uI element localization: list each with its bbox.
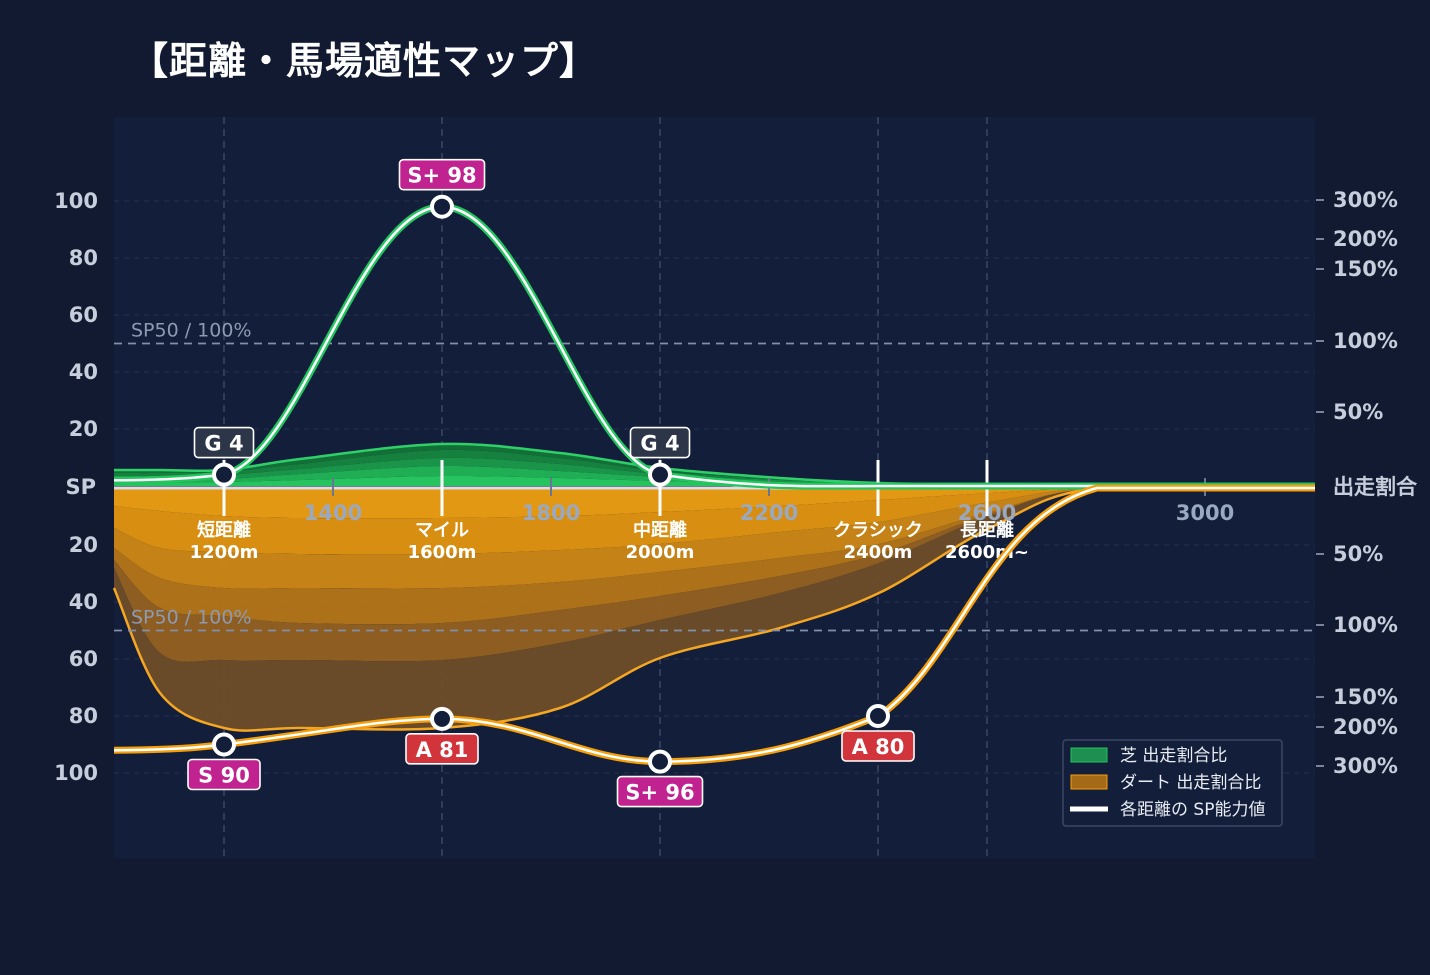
turf-ratio-band — [114, 465, 1315, 487]
dirt-ratio-band — [114, 486, 1315, 555]
dirt-sp-curve — [113, 486, 1315, 763]
legend-swatch — [1070, 774, 1108, 790]
grade-badge-label: A 80 — [852, 735, 905, 759]
left-tick-label: 80 — [69, 704, 98, 728]
dirt-ratio-band — [114, 487, 1315, 519]
right-tick-label: 200% — [1333, 715, 1398, 739]
x-tick-label: 1800 — [522, 501, 580, 525]
category-label: クラシック — [833, 520, 923, 541]
reference-lines: SP50 / 100% SP50 / 100% — [114, 320, 1315, 632]
dirt-ratio-band — [114, 485, 1315, 662]
left-tick-label: 40 — [69, 360, 98, 384]
category-sublabel: 2000m — [626, 542, 695, 563]
left-tick-label: 20 — [69, 417, 98, 441]
dirt-ratio-band — [114, 485, 1315, 731]
legend-swatch — [1070, 747, 1108, 763]
turf-ratio-band — [114, 475, 1315, 487]
turf-ratio-band — [114, 457, 1315, 487]
right-tick-label: 300% — [1333, 754, 1398, 778]
grade-badge-label: A 81 — [416, 738, 469, 762]
left-tick-label: 40 — [69, 590, 98, 614]
left-tick-label: 100 — [54, 761, 98, 785]
left-tick-label: 80 — [69, 246, 98, 270]
right-tick-label: 50% — [1333, 400, 1383, 424]
grade-badge — [841, 730, 915, 762]
grade-badge-label: G 4 — [640, 432, 679, 456]
category-label: マイル — [415, 520, 469, 541]
sp50-label: SP50 / 100% — [131, 320, 252, 342]
right-tick-label: 150% — [1333, 685, 1398, 709]
x-tick-label: 1400 — [304, 501, 362, 525]
grade-badge-label: S+ 98 — [407, 164, 476, 188]
left-tick-label: 60 — [69, 303, 98, 327]
x-tick-label: 2200 — [740, 501, 798, 525]
turf-sp-marker — [648, 462, 672, 487]
grade-badge-label: G 4 — [204, 432, 243, 456]
dirt-sp-marker — [212, 732, 236, 757]
right-tick-label: 100% — [1333, 329, 1398, 353]
grade-badge — [405, 733, 479, 765]
grade-badge-label: S 90 — [198, 764, 250, 788]
grade-badge — [187, 758, 261, 791]
category-sublabel: 1200m — [190, 542, 259, 563]
grade-badge-label: S+ 96 — [625, 781, 694, 805]
dirt-ratio-band — [114, 486, 1315, 589]
left-tick-label: 20 — [69, 533, 98, 557]
legend-label: ダート 出走割合比 — [1120, 773, 1261, 793]
turf-ratio-band — [114, 449, 1315, 487]
sp50-label: SP50 / 100% — [131, 607, 252, 629]
legend-label: 芝 出走割合比 — [1120, 746, 1227, 766]
chart-title: 【距離・馬場適性マップ】 — [130, 39, 599, 83]
right-center-label: 出走割合 — [1333, 475, 1418, 499]
x-tick-label: 3000 — [1176, 501, 1234, 525]
grade-badge — [629, 426, 691, 459]
category-sublabel: 1600m — [408, 542, 477, 563]
dirt-sp-marker — [430, 706, 454, 731]
category-label: 中距離 — [633, 519, 687, 541]
ratio-areas — [112, 442, 1316, 732]
left-tick-label: 60 — [69, 647, 98, 671]
right-tick-label: 50% — [1333, 542, 1383, 566]
right-tick-label: 200% — [1333, 227, 1398, 251]
legend-box — [1062, 739, 1283, 827]
category-label: 長距離 — [960, 519, 1014, 541]
grade-badge — [616, 775, 704, 808]
dirt-sp-marker — [648, 749, 672, 774]
left-center-label: SP — [65, 475, 96, 499]
category-label: 短距離 — [197, 519, 251, 541]
turf-sp-marker — [212, 462, 236, 487]
category-sublabel: 2400m — [844, 542, 913, 563]
right-tick-label: 100% — [1333, 613, 1398, 637]
right-tick-label: 150% — [1333, 257, 1398, 281]
turf-sp-marker — [430, 194, 454, 219]
dirt-ratio-outline — [112, 483, 1316, 732]
sp-markers: G 4 S+ 98 G 4 S 90 A 81 S+ 96 A 80 — [187, 158, 915, 808]
grade-badge — [398, 158, 486, 191]
left-tick-label: 100 — [54, 189, 98, 213]
legend-label: 各距離の SP能力値 — [1120, 800, 1265, 820]
dirt-sp-marker — [866, 704, 890, 728]
dirt-ratio-band — [114, 486, 1315, 625]
grade-badge — [193, 426, 255, 459]
right-tick-label: 300% — [1333, 188, 1398, 212]
